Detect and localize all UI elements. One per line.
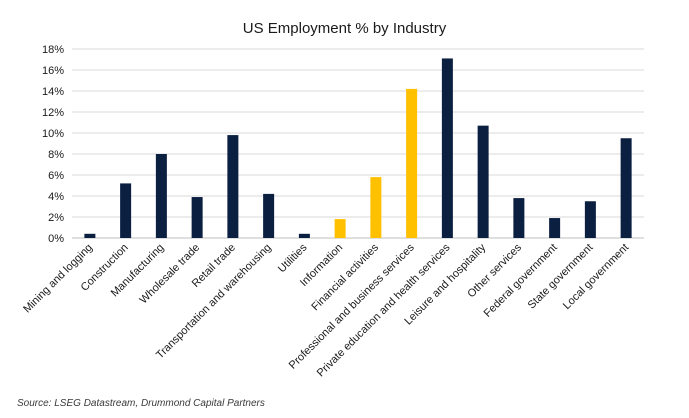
- y-tick-label: 14%: [42, 86, 64, 98]
- bar: [584, 201, 596, 238]
- bar: [441, 58, 453, 239]
- bar: [334, 219, 346, 238]
- x-tick-label: Utilities: [276, 241, 310, 275]
- x-tick-label: Financial activities: [309, 241, 381, 313]
- source-note: Source: LSEG Datastream, Drummond Capita…: [17, 398, 265, 409]
- bar: [227, 135, 239, 238]
- bar: [370, 177, 382, 238]
- bar: [298, 233, 310, 238]
- bar: [549, 218, 561, 238]
- y-tick-label: 0%: [48, 233, 64, 245]
- bar: [477, 125, 489, 238]
- bar: [155, 154, 167, 238]
- bar: [84, 233, 96, 238]
- bar: [620, 138, 632, 238]
- y-tick-label: 8%: [48, 149, 64, 161]
- bar: [191, 197, 203, 238]
- x-tick-label: Local government: [561, 242, 631, 312]
- y-tick-label: 4%: [48, 191, 64, 203]
- x-tick-label: Mining and logging: [21, 242, 95, 316]
- bar: [513, 198, 525, 238]
- x-tick-label: State government: [526, 242, 596, 312]
- y-tick-label: 16%: [42, 65, 64, 77]
- y-tick-label: 2%: [48, 212, 64, 224]
- bar: [263, 193, 275, 238]
- y-tick-label: 10%: [42, 128, 64, 140]
- y-tick-label: 12%: [42, 107, 64, 119]
- chart-title: US Employment % by Industry: [242, 20, 447, 37]
- y-tick-label: 18%: [42, 44, 64, 56]
- x-tick-label: Private education and health services: [315, 241, 453, 379]
- bar: [120, 183, 132, 238]
- bar: [406, 88, 418, 239]
- y-tick-label: 6%: [48, 170, 64, 182]
